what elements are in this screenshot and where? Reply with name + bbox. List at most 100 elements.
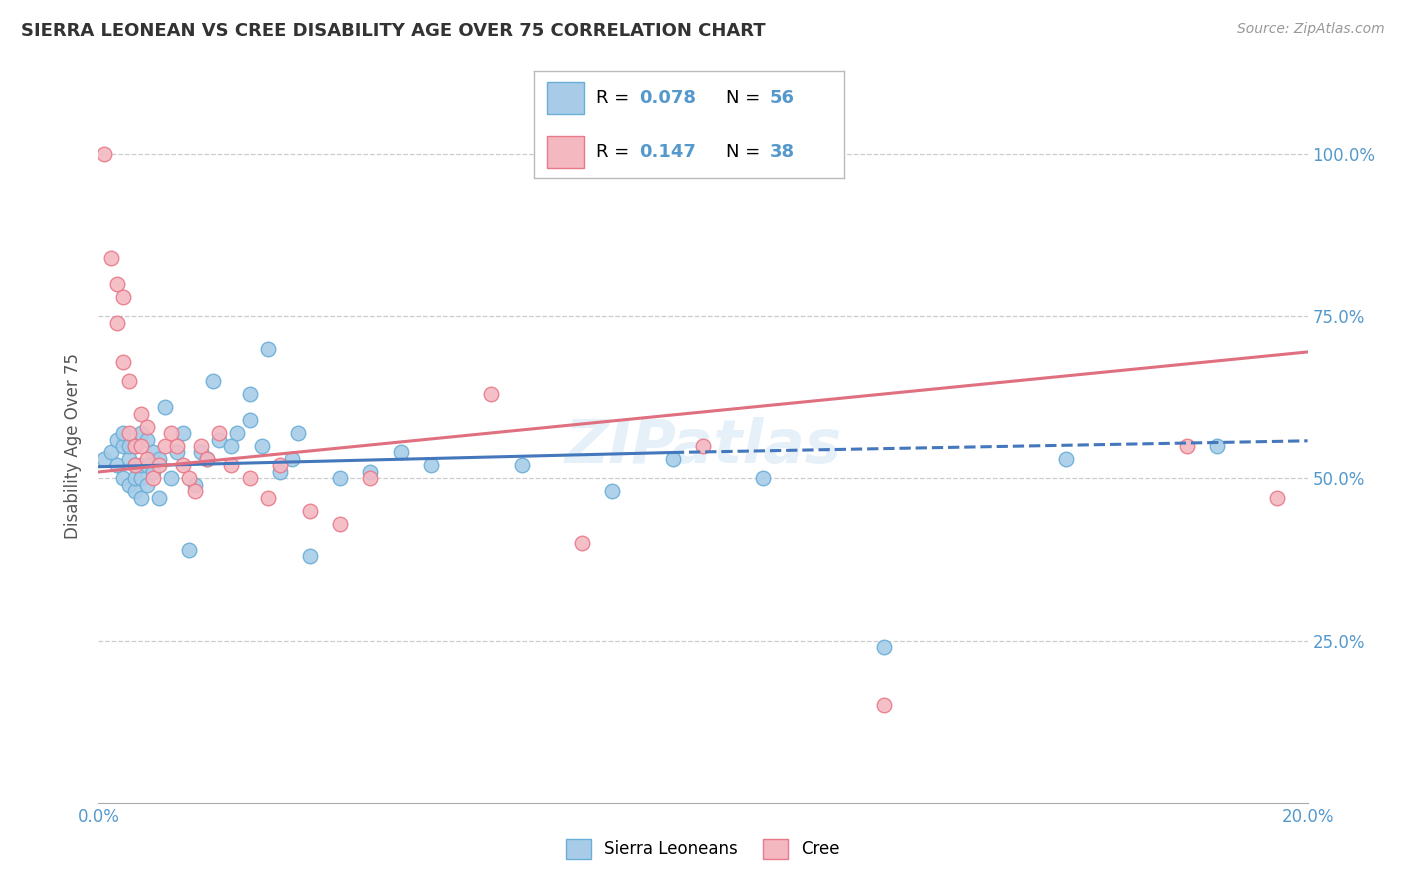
Point: [124, 484, 146, 499]
Point: [360, 471, 382, 485]
Point: [250, 439, 273, 453]
Point: [129, 471, 152, 485]
Point: [239, 387, 262, 401]
Point: [208, 425, 231, 440]
Point: [129, 458, 152, 473]
Point: [195, 452, 218, 467]
Point: [184, 484, 207, 499]
Point: [329, 471, 352, 485]
Point: [873, 640, 896, 654]
Point: [153, 439, 176, 453]
Point: [752, 471, 775, 485]
Point: [142, 445, 165, 459]
Point: [184, 478, 207, 492]
Point: [179, 471, 201, 485]
Point: [172, 425, 194, 440]
Point: [160, 471, 183, 485]
Point: [111, 471, 134, 485]
Point: [221, 458, 243, 473]
Point: [166, 445, 188, 459]
Point: [142, 465, 165, 479]
Point: [420, 458, 443, 473]
Point: [226, 425, 249, 440]
Point: [190, 439, 212, 453]
Point: [602, 484, 624, 499]
Point: [93, 452, 115, 467]
Point: [118, 439, 141, 453]
Point: [129, 491, 152, 505]
Point: [510, 458, 533, 473]
Text: R =: R =: [596, 89, 636, 107]
Point: [221, 439, 243, 453]
Point: [360, 465, 382, 479]
Point: [481, 387, 503, 401]
Point: [129, 425, 152, 440]
Point: [256, 491, 278, 505]
Point: [172, 458, 194, 473]
Point: [111, 425, 134, 440]
Point: [153, 400, 176, 414]
Point: [269, 458, 291, 473]
Bar: [547, 82, 583, 114]
Point: [93, 147, 115, 161]
Point: [142, 471, 165, 485]
Text: N =: N =: [725, 143, 766, 161]
Point: [148, 458, 170, 473]
Point: [118, 478, 141, 492]
Point: [124, 439, 146, 453]
Point: [135, 419, 157, 434]
Point: [135, 433, 157, 447]
Text: SIERRA LEONEAN VS CREE DISABILITY AGE OVER 75 CORRELATION CHART: SIERRA LEONEAN VS CREE DISABILITY AGE OV…: [21, 22, 766, 40]
Point: [135, 452, 157, 467]
Point: [662, 452, 685, 467]
Point: [124, 458, 146, 473]
Point: [692, 439, 714, 453]
Point: [124, 439, 146, 453]
Point: [873, 698, 896, 713]
Text: 0.147: 0.147: [640, 143, 696, 161]
Point: [281, 452, 304, 467]
Point: [124, 458, 146, 473]
Point: [287, 425, 309, 440]
Point: [111, 354, 134, 368]
Point: [239, 471, 262, 485]
Text: Source: ZipAtlas.com: Source: ZipAtlas.com: [1237, 22, 1385, 37]
Point: [100, 251, 122, 265]
Point: [105, 433, 128, 447]
Point: [160, 425, 183, 440]
Point: [571, 536, 593, 550]
Point: [118, 374, 141, 388]
Point: [208, 433, 231, 447]
Point: [1175, 439, 1198, 453]
Legend: Sierra Leoneans, Cree: Sierra Leoneans, Cree: [560, 832, 846, 866]
Point: [202, 374, 225, 388]
Point: [111, 439, 134, 453]
Point: [1206, 439, 1229, 453]
Y-axis label: Disability Age Over 75: Disability Age Over 75: [65, 353, 83, 539]
Point: [148, 452, 170, 467]
Text: 56: 56: [769, 89, 794, 107]
Bar: [547, 136, 583, 168]
Point: [256, 342, 278, 356]
Point: [190, 445, 212, 459]
Point: [148, 491, 170, 505]
Point: [299, 504, 322, 518]
Text: 0.078: 0.078: [640, 89, 696, 107]
Text: R =: R =: [596, 143, 636, 161]
Point: [269, 465, 291, 479]
Point: [124, 471, 146, 485]
Point: [239, 413, 262, 427]
Point: [105, 458, 128, 473]
Point: [111, 290, 134, 304]
Point: [195, 452, 218, 467]
Point: [135, 458, 157, 473]
Point: [118, 452, 141, 467]
Point: [118, 425, 141, 440]
Text: N =: N =: [725, 89, 766, 107]
Point: [135, 478, 157, 492]
Point: [105, 277, 128, 291]
Point: [389, 445, 412, 459]
Point: [129, 407, 152, 421]
Point: [100, 445, 122, 459]
Point: [299, 549, 322, 564]
